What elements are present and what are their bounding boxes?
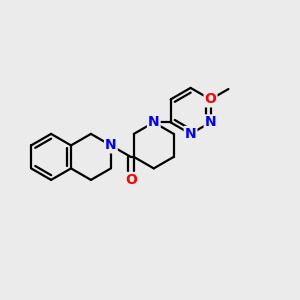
Text: O: O [205, 92, 216, 106]
Text: N: N [205, 116, 216, 129]
Text: N: N [185, 127, 197, 141]
Text: N: N [148, 116, 160, 129]
Text: O: O [125, 173, 137, 187]
Text: N: N [105, 138, 117, 152]
